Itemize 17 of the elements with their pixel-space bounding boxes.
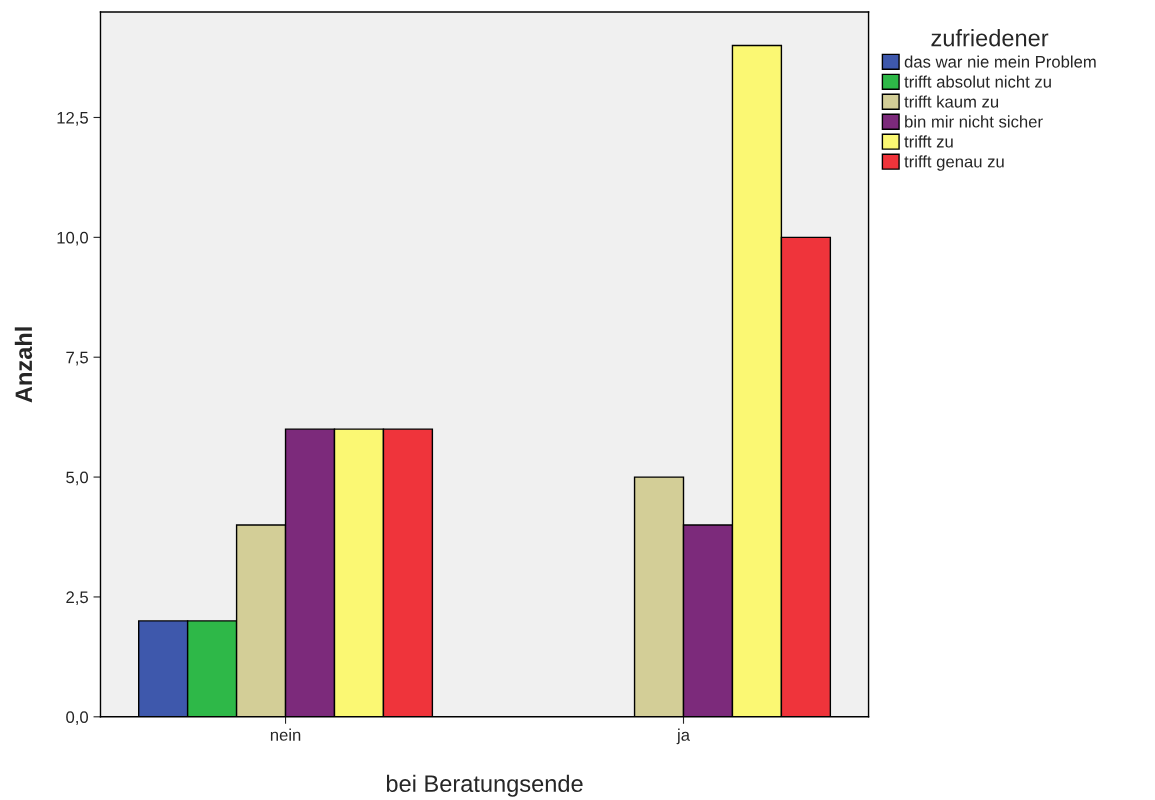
x-tick-label: ja [676,728,690,745]
y-tick-label: 12,5 [57,111,88,126]
y-tick-label: 2,5 [66,591,88,606]
x-tick-label: nein [270,728,301,741]
legend-label: das war nie mein Problem [904,55,1096,68]
legend-label: trifft genau zu [904,155,1004,171]
x-axis-title: bei Beratungsende [386,774,583,797]
legend-label: bin mir nicht sicher [905,115,1043,128]
y-tick-label: 0,0 [66,711,89,725]
y-tick-label: 5,0 [66,471,89,486]
legend-title: zufriedener [931,29,1049,47]
legend-label: trifft absolut nicht zu [904,75,1051,88]
y-tick-label: 7,5 [66,351,88,366]
y-tick-label: 10,0 [57,231,89,246]
legend-label: trifft kaum zu [904,95,999,108]
legend-label: trifft zu [904,135,953,148]
y-axis-title: Anzahl [14,327,33,403]
